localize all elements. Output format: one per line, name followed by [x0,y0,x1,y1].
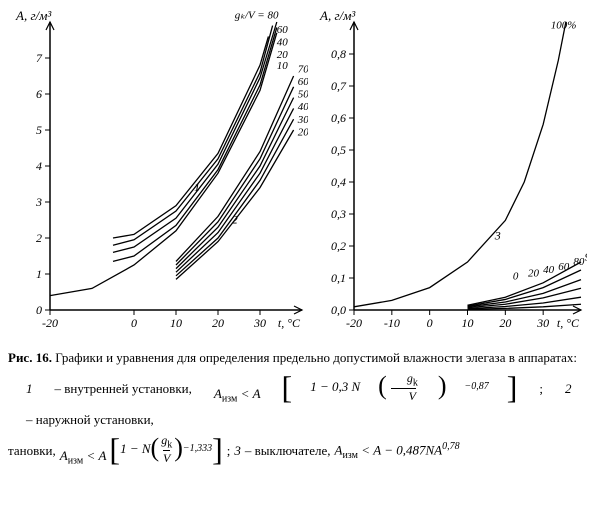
svg-text:0,8: 0,8 [331,47,346,61]
svg-text:2: 2 [36,231,42,245]
svg-text:30: 30 [536,316,549,330]
svg-text:0,2: 0,2 [331,239,346,253]
svg-text:100%: 100% [551,19,577,31]
svg-text:1: 1 [194,180,200,194]
svg-text:0,3: 0,3 [331,207,346,221]
svg-text:0,1: 0,1 [331,271,346,285]
svg-text:-20: -20 [346,316,362,330]
svg-text:40: 40 [298,101,308,113]
svg-text:0: 0 [427,316,433,330]
svg-text:6: 6 [36,87,42,101]
svg-text:10: 10 [462,316,474,330]
svg-text:80: 80 [573,256,585,268]
svg-text:4: 4 [36,159,42,173]
svg-text:0,0: 0,0 [331,303,346,317]
svg-text:60: 60 [298,76,308,88]
svg-text:10: 10 [170,316,182,330]
svg-text:-20: -20 [42,316,58,330]
svg-text:7: 7 [36,51,43,65]
svg-text:40: 40 [277,36,289,48]
svg-text:60: 60 [558,261,570,273]
svg-text:3: 3 [494,229,501,243]
charts-row: A, г/м³-200102030t, °C0123456712gₖ/V = 8… [8,8,591,338]
svg-text:gₖ/V = 80: gₖ/V = 80 [235,9,279,21]
legend-1-text: – внутренней установки, [37,379,192,399]
legend-3-num: 3 [234,443,241,458]
figure-title: Графики и уравнения для определения пред… [55,350,577,365]
legend-2-num: 2 [565,381,572,396]
svg-text:30: 30 [253,316,266,330]
figure-number: Рис. 16. [8,350,52,365]
svg-text:0: 0 [131,316,137,330]
svg-text:10: 10 [277,60,289,72]
legend-3-text: – выключателе, [245,441,331,461]
svg-text:5: 5 [36,123,42,137]
chart-left: A, г/м³-200102030t, °C0123456712gₖ/V = 8… [8,8,308,338]
svg-text:0,6: 0,6 [331,111,346,125]
svg-text:0: 0 [513,271,519,283]
chart-right: A, г/м³-20-100102030t, °C0,00,10,20,30,4… [312,8,587,338]
legend-3-eq: Aизм < A − 0,487NA0,78 [334,439,459,463]
svg-text:t, °C: t, °C [557,316,580,330]
svg-text:40: 40 [543,264,555,276]
svg-text:A, г/м³: A, г/м³ [15,8,52,23]
legend-1-eq: Aизм < A 1 − 0,3 N gk V −0,87 [196,372,518,407]
svg-text:30: 30 [297,114,308,126]
svg-text:70: 70 [298,63,308,75]
svg-text:t, °C: t, °C [278,316,301,330]
legend-item-1: 1 – внутренней установки, Aизм < A 1 − 0… [8,372,591,430]
legend-1-num: 1 [26,381,33,396]
svg-text:20: 20 [528,267,540,279]
svg-text:20: 20 [212,316,224,330]
svg-text:0,4: 0,4 [331,175,346,189]
svg-text:1: 1 [36,267,42,281]
svg-text:3: 3 [35,195,42,209]
figure-caption: Рис. 16. Графики и уравнения для определ… [8,348,591,468]
svg-text:0,5: 0,5 [331,143,346,157]
svg-text:90: 90 [585,251,587,263]
svg-text:0: 0 [36,303,42,317]
svg-text:2: 2 [232,213,238,227]
svg-text:0,7: 0,7 [331,79,347,93]
legend-2-eq: Aизм < A 1 − N gk V −1,333 [60,434,223,469]
svg-text:50: 50 [298,89,308,101]
svg-text:60: 60 [277,24,289,36]
legend-2-text: – наружной установки, [8,410,154,430]
svg-text:A, г/м³: A, г/м³ [319,8,356,23]
svg-text:-10: -10 [384,316,400,330]
svg-text:20: 20 [499,316,511,330]
svg-text:20: 20 [298,126,308,138]
legend-item-2-eq: тановки, Aизм < A 1 − N gk V −1,333 ; 3 … [8,434,591,469]
